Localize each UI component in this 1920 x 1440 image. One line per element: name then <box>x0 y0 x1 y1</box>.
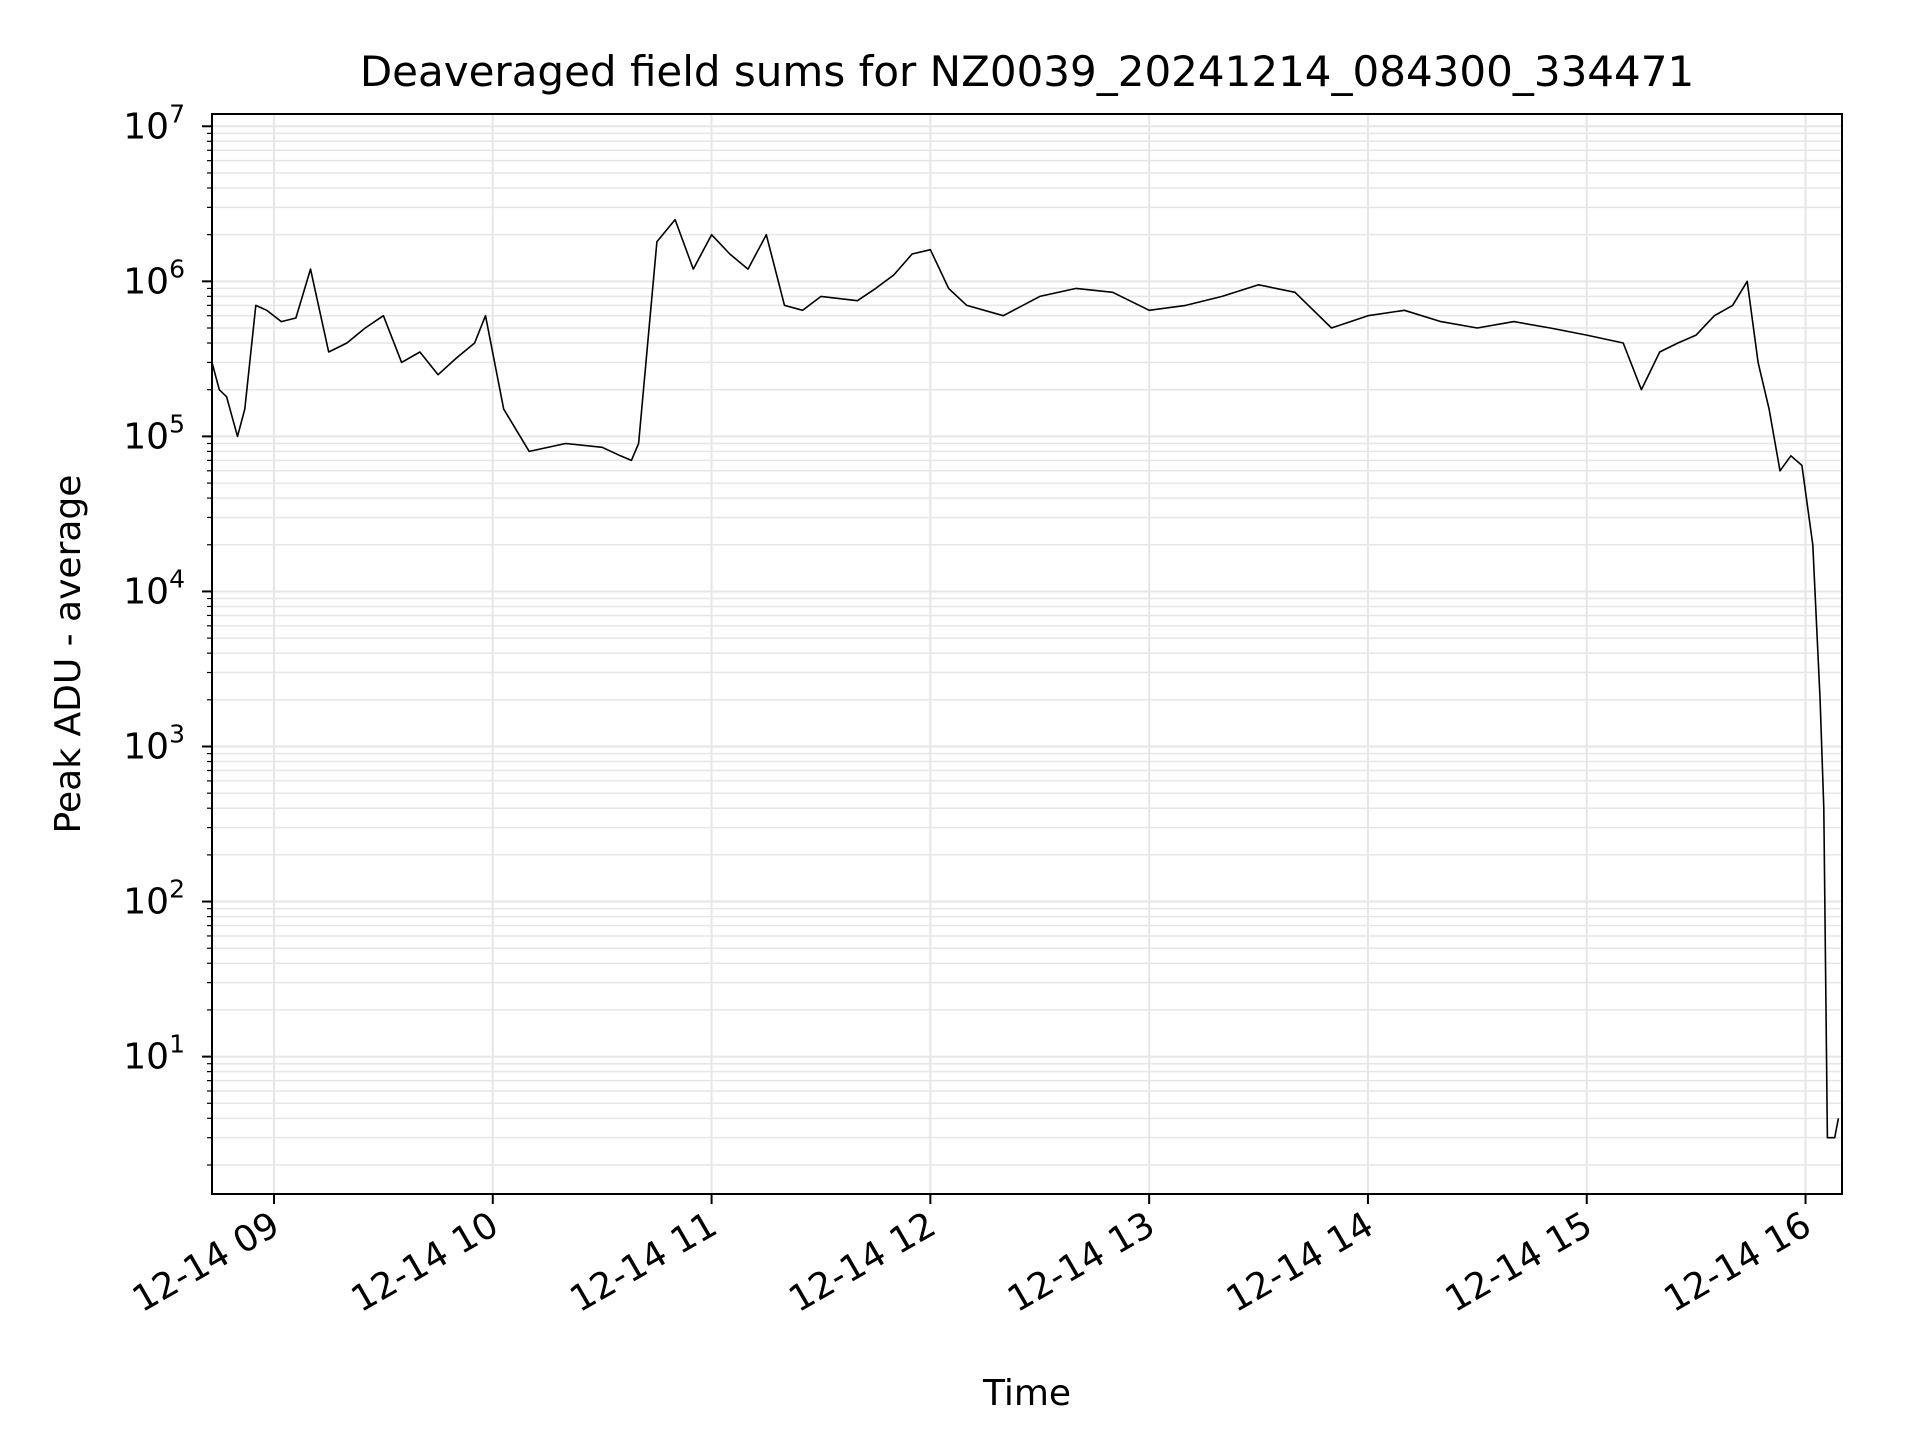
x-tick-label: 12-14 11 <box>563 1204 724 1320</box>
y-tick-label: 104 <box>123 564 185 612</box>
x-axis-label: Time <box>982 1373 1071 1414</box>
x-tick-label: 12-14 09 <box>126 1204 287 1320</box>
y-tick-label: 101 <box>123 1030 185 1078</box>
y-tick-label: 107 <box>123 99 185 147</box>
x-tick-label: 12-14 14 <box>1220 1204 1381 1320</box>
x-tick-label: 12-14 12 <box>782 1204 943 1320</box>
x-tick-label: 12-14 16 <box>1657 1204 1818 1320</box>
series-line <box>211 218 1840 1139</box>
y-tick-label: 106 <box>123 254 185 302</box>
y-tick-label: 105 <box>123 409 185 457</box>
y-axis-label: Peak ADU - average <box>48 475 89 834</box>
grid <box>212 114 1842 1194</box>
y-tick-label: 103 <box>123 720 185 768</box>
x-tick-label: 12-14 13 <box>1001 1204 1162 1320</box>
series-line-group <box>211 218 1840 1139</box>
plot-frame <box>211 113 1843 1195</box>
x-tick-label: 12-14 10 <box>345 1204 506 1320</box>
y-tick-label: 102 <box>123 875 185 923</box>
x-tick-label: 12-14 15 <box>1439 1204 1600 1320</box>
chart-title: Deaveraged field sums for NZ0039_2024121… <box>360 47 1694 96</box>
